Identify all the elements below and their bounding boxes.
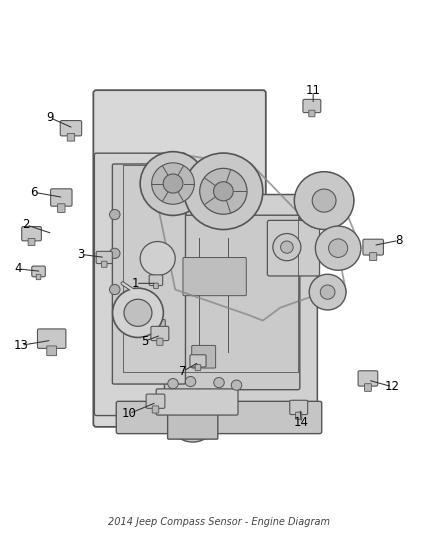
Text: 5: 5	[141, 335, 148, 348]
Circle shape	[214, 377, 224, 387]
FancyBboxPatch shape	[47, 346, 57, 356]
Circle shape	[152, 163, 194, 204]
FancyBboxPatch shape	[94, 153, 186, 416]
Text: 14: 14	[294, 416, 309, 430]
FancyBboxPatch shape	[58, 204, 65, 213]
FancyBboxPatch shape	[192, 345, 215, 368]
FancyBboxPatch shape	[195, 365, 201, 370]
FancyBboxPatch shape	[60, 120, 81, 136]
FancyBboxPatch shape	[148, 320, 165, 334]
FancyBboxPatch shape	[146, 394, 165, 408]
FancyBboxPatch shape	[183, 257, 246, 296]
FancyBboxPatch shape	[156, 389, 238, 415]
FancyBboxPatch shape	[364, 384, 371, 391]
FancyBboxPatch shape	[370, 253, 377, 261]
Circle shape	[110, 209, 120, 220]
FancyBboxPatch shape	[296, 412, 302, 419]
FancyBboxPatch shape	[290, 400, 307, 415]
FancyBboxPatch shape	[190, 355, 206, 367]
Ellipse shape	[169, 395, 217, 442]
Text: 10: 10	[122, 407, 137, 420]
FancyBboxPatch shape	[93, 90, 266, 427]
FancyBboxPatch shape	[96, 252, 112, 264]
Circle shape	[185, 376, 196, 386]
Circle shape	[231, 380, 242, 390]
Circle shape	[124, 299, 152, 326]
FancyBboxPatch shape	[116, 401, 322, 434]
Text: 3: 3	[78, 248, 85, 261]
FancyBboxPatch shape	[168, 406, 218, 439]
FancyBboxPatch shape	[151, 326, 169, 341]
FancyBboxPatch shape	[267, 220, 320, 276]
FancyBboxPatch shape	[36, 274, 41, 280]
Text: 2: 2	[22, 219, 30, 231]
Circle shape	[315, 226, 361, 270]
Circle shape	[110, 285, 120, 295]
FancyBboxPatch shape	[154, 283, 158, 288]
FancyBboxPatch shape	[358, 371, 378, 386]
FancyBboxPatch shape	[22, 227, 41, 241]
FancyBboxPatch shape	[152, 406, 159, 413]
Text: 4: 4	[14, 262, 22, 276]
Circle shape	[309, 274, 346, 310]
FancyBboxPatch shape	[102, 261, 107, 267]
Circle shape	[163, 174, 183, 193]
FancyBboxPatch shape	[363, 239, 383, 255]
Circle shape	[281, 241, 293, 253]
Text: 9: 9	[46, 111, 54, 124]
Circle shape	[294, 172, 354, 230]
Text: 8: 8	[395, 234, 402, 247]
Circle shape	[312, 189, 336, 212]
FancyBboxPatch shape	[38, 329, 66, 349]
FancyBboxPatch shape	[164, 215, 300, 390]
Circle shape	[184, 153, 263, 230]
Circle shape	[273, 233, 301, 261]
Circle shape	[113, 288, 163, 337]
Circle shape	[320, 285, 335, 299]
Circle shape	[140, 152, 206, 215]
FancyBboxPatch shape	[309, 110, 315, 117]
FancyBboxPatch shape	[67, 133, 74, 141]
Text: 6: 6	[30, 186, 38, 199]
Text: 12: 12	[385, 380, 399, 393]
FancyBboxPatch shape	[157, 338, 163, 345]
FancyBboxPatch shape	[32, 266, 45, 277]
Circle shape	[214, 182, 233, 201]
Text: 13: 13	[14, 339, 28, 352]
Circle shape	[328, 239, 348, 257]
Text: 7: 7	[179, 365, 187, 378]
Circle shape	[110, 248, 120, 259]
FancyBboxPatch shape	[120, 195, 318, 426]
Text: 1: 1	[132, 277, 140, 290]
FancyBboxPatch shape	[113, 164, 185, 384]
Circle shape	[168, 378, 178, 389]
Circle shape	[200, 168, 247, 214]
Text: 2014 Jeep Compass Sensor - Engine Diagram: 2014 Jeep Compass Sensor - Engine Diagra…	[108, 516, 330, 527]
FancyBboxPatch shape	[149, 275, 162, 286]
FancyBboxPatch shape	[303, 99, 321, 112]
Text: 11: 11	[306, 84, 321, 97]
FancyBboxPatch shape	[28, 238, 35, 246]
Circle shape	[140, 241, 175, 276]
FancyBboxPatch shape	[51, 189, 72, 206]
